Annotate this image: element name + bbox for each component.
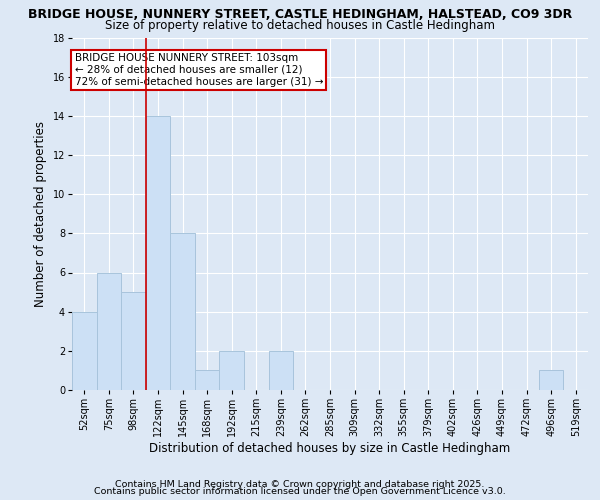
Bar: [97, 272, 121, 390]
Bar: [72, 312, 97, 390]
Text: BRIDGE HOUSE, NUNNERY STREET, CASTLE HEDINGHAM, HALSTEAD, CO9 3DR: BRIDGE HOUSE, NUNNERY STREET, CASTLE HED…: [28, 8, 572, 20]
Text: Contains HM Land Registry data © Crown copyright and database right 2025.: Contains HM Land Registry data © Crown c…: [115, 480, 485, 489]
Bar: [539, 370, 563, 390]
Bar: [170, 234, 195, 390]
Text: Contains public sector information licensed under the Open Government Licence v3: Contains public sector information licen…: [94, 488, 506, 496]
Bar: [121, 292, 146, 390]
X-axis label: Distribution of detached houses by size in Castle Hedingham: Distribution of detached houses by size …: [149, 442, 511, 455]
Bar: [269, 351, 293, 390]
Text: BRIDGE HOUSE NUNNERY STREET: 103sqm
← 28% of detached houses are smaller (12)
72: BRIDGE HOUSE NUNNERY STREET: 103sqm ← 28…: [74, 54, 323, 86]
Bar: [220, 351, 244, 390]
Bar: [195, 370, 220, 390]
Bar: [146, 116, 170, 390]
Y-axis label: Number of detached properties: Number of detached properties: [34, 120, 47, 306]
Text: Size of property relative to detached houses in Castle Hedingham: Size of property relative to detached ho…: [105, 18, 495, 32]
